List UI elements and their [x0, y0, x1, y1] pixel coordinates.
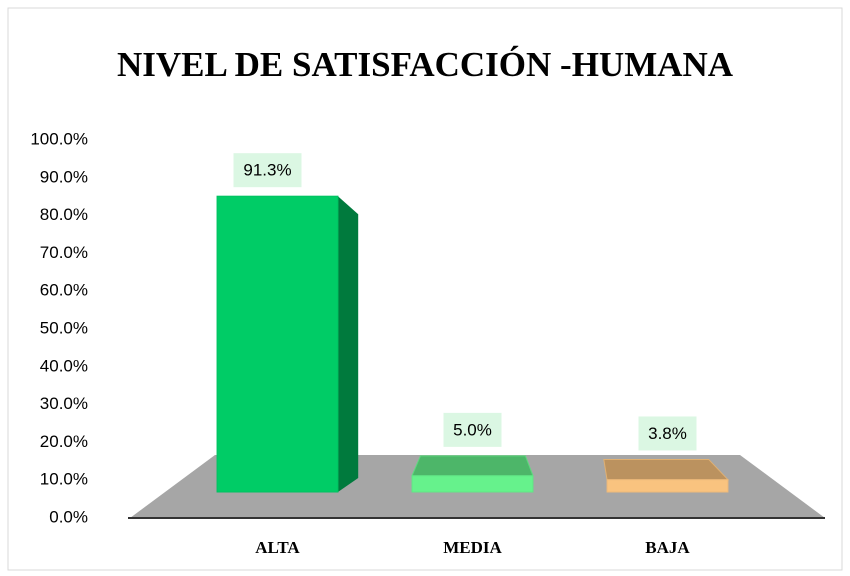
y-tick-label: 0.0%: [49, 507, 88, 526]
x-tick-label: BAJA: [645, 538, 690, 557]
y-tick-label: 100.0%: [30, 129, 88, 148]
x-tick-label: MEDIA: [443, 538, 502, 557]
bar: [606, 479, 729, 493]
value-label: 5.0%: [453, 420, 492, 439]
bar: [411, 475, 534, 493]
y-tick-label: 70.0%: [40, 243, 88, 262]
y-tick-label: 40.0%: [40, 356, 88, 375]
chart-title: NIVEL DE SATISFACCIÓN -HUMANA: [117, 44, 734, 84]
value-label: 3.8%: [648, 424, 687, 443]
bar-top: [603, 458, 730, 481]
value-label-box: [638, 416, 697, 451]
y-tick-label: 60.0%: [40, 281, 88, 300]
bar: [216, 195, 339, 493]
value-label-box: [233, 153, 302, 188]
y-tick-label: 10.0%: [40, 470, 88, 489]
value-label: 91.3%: [243, 161, 291, 180]
value-label-box: [443, 412, 502, 447]
y-tick-label: 80.0%: [40, 205, 88, 224]
bar-top: [411, 455, 534, 477]
x-tick-label: ALTA: [255, 538, 300, 557]
y-tick-label: 90.0%: [40, 167, 88, 186]
bar-side: [337, 196, 359, 493]
y-tick-label: 50.0%: [40, 318, 88, 337]
y-tick-label: 30.0%: [40, 394, 88, 413]
y-tick-label: 20.0%: [40, 432, 88, 451]
